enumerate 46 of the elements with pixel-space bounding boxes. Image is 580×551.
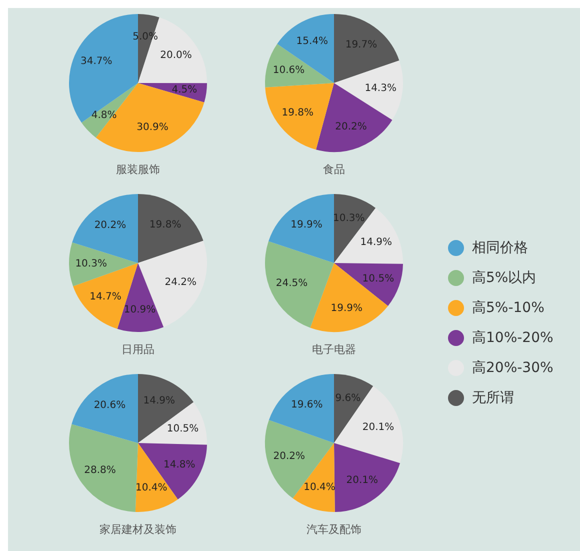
data-label: 14.9% (360, 236, 392, 248)
data-label: 10.3% (75, 258, 107, 270)
data-label: 20.2% (273, 451, 305, 462)
data-label: 20.2% (94, 220, 126, 231)
data-label: 20.0% (160, 50, 192, 62)
legend-label: 高20%-30% (472, 359, 554, 377)
legend-label: 相同价格 (472, 239, 528, 257)
data-label: 10.9% (124, 304, 156, 316)
data-label: 19.9% (330, 302, 363, 314)
data-label: 15.4% (296, 36, 328, 48)
legend-label: 高5%-10% (472, 299, 544, 317)
data-label: 19.7% (345, 39, 378, 50)
text: 汽车及配饰 (306, 522, 362, 537)
data-label: 19.6% (291, 399, 323, 410)
legend-label: 高10%-20% (472, 329, 554, 347)
data-label: 10.4% (135, 482, 168, 494)
data-label: 19.8% (149, 219, 182, 230)
text: 服装服饰 (115, 162, 161, 177)
data-label: 20.2% (335, 121, 367, 132)
data-label: 10.4% (304, 482, 336, 494)
text: 日用品 (120, 342, 156, 357)
data-label: 14.7% (90, 291, 122, 302)
data-label: 9.6% (335, 392, 361, 404)
data-label: 14.8% (164, 460, 196, 471)
data-label: 20.1% (362, 422, 394, 434)
data-label: 20.6% (94, 400, 126, 412)
data-label: 10.5% (362, 273, 394, 284)
text: 食品 (322, 162, 346, 177)
data-label: 34.7% (80, 56, 112, 67)
data-label: 19.9% (290, 220, 322, 231)
text: 家居建材及装饰 (98, 522, 178, 537)
data-label: 19.8% (282, 107, 314, 118)
data-label: 20.1% (346, 475, 378, 486)
data-label: 24.5% (276, 278, 308, 289)
data-label: 4.5% (172, 84, 198, 96)
legend-label: 无所谓 (472, 389, 514, 407)
data-label: 30.9% (136, 122, 168, 134)
data-label: 14.9% (143, 396, 176, 407)
text: 电子电器 (311, 342, 357, 357)
data-label: 28.8% (84, 465, 116, 476)
data-label: 24.2% (164, 277, 197, 288)
data-label: 10.5% (166, 424, 199, 435)
legend-label: 高5%以内 (472, 269, 536, 287)
data-label: 10.6% (272, 65, 305, 76)
data-label: 14.3% (364, 83, 396, 94)
data-label: 10.3% (333, 213, 365, 224)
